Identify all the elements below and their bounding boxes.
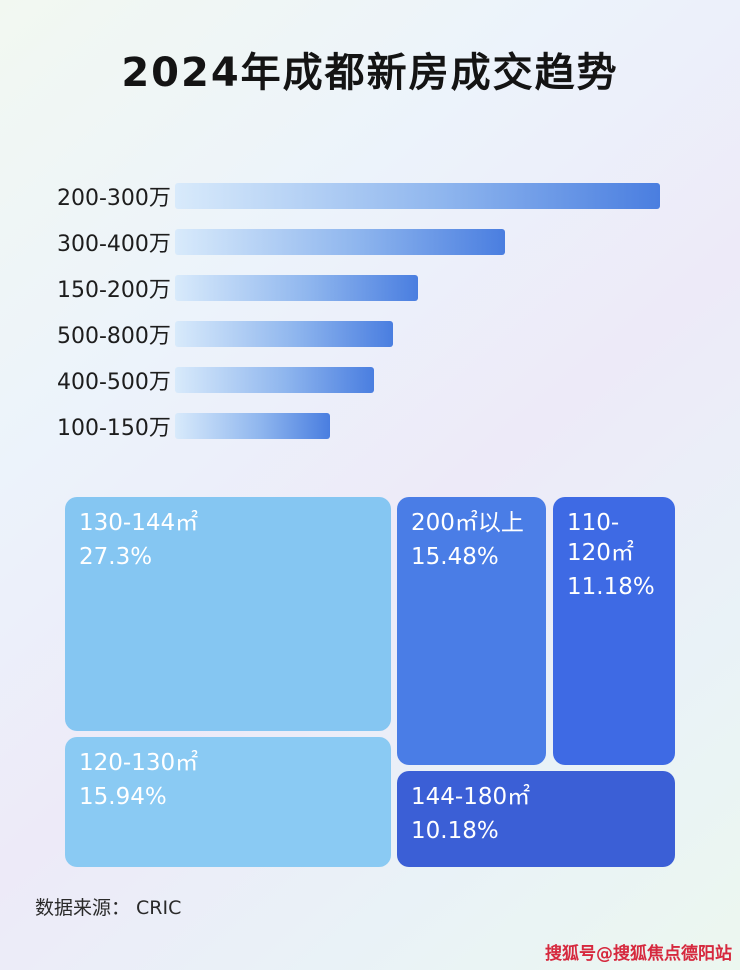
bar-fill (175, 183, 660, 209)
treemap-percent: 15.94% (79, 783, 167, 810)
bar-fill (175, 413, 331, 439)
bar-track (175, 275, 660, 301)
bar-fill (175, 321, 394, 347)
treemap-block-110-120: 110-120㎡ 11.18% (553, 497, 675, 765)
treemap-label: 130-144㎡ (79, 510, 199, 536)
bar-label: 100-150万 (57, 416, 171, 441)
bar-fill (175, 275, 418, 301)
bar-row-200-300: 200-300万 (57, 183, 660, 211)
page-title: 2024年成都新房成交趋势 (121, 50, 619, 96)
bar-label: 400-500万 (57, 370, 171, 395)
treemap-block-144-180: 144-180㎡ 10.18% (397, 771, 675, 867)
bar-track (175, 413, 660, 439)
bar-row-400-500: 400-500万 (57, 367, 660, 395)
treemap-label: 144-180㎡ (411, 784, 531, 810)
bar-fill (175, 367, 374, 393)
bar-track (175, 229, 660, 255)
watermark-text: 搜狐号@搜狐焦点德阳站 (545, 944, 732, 964)
treemap-label: 110-120㎡ (567, 510, 634, 566)
treemap-block-130-144: 130-144㎡ 27.3% (65, 497, 391, 731)
treemap-percent: 10.18% (411, 817, 499, 844)
bar-row-150-200: 150-200万 (57, 275, 660, 303)
bar-track (175, 183, 660, 209)
bar-track (175, 367, 660, 393)
bar-row-300-400: 300-400万 (57, 229, 660, 257)
bar-label: 150-200万 (57, 278, 171, 303)
treemap-percent: 11.18% (567, 573, 655, 600)
bar-track (175, 321, 660, 347)
treemap-percent: 15.48% (411, 543, 499, 570)
bar-label: 500-800万 (57, 324, 171, 349)
price-band-bar-chart: 200-300万 300-400万 150-200万 500-800万 400-… (57, 183, 660, 459)
treemap-label: 200㎡以上 (411, 510, 524, 536)
bar-fill (175, 229, 505, 255)
area-share-treemap: 130-144㎡ 27.3% 200㎡以上 15.48% 110-120㎡ 11… (65, 497, 675, 867)
treemap-block-200-plus: 200㎡以上 15.48% (397, 497, 546, 765)
bar-row-500-800: 500-800万 (57, 321, 660, 349)
bar-label: 300-400万 (57, 232, 171, 257)
treemap-block-120-130: 120-130㎡ 15.94% (65, 737, 391, 867)
data-source-note: 数据来源： CRIC (35, 897, 182, 919)
bar-row-100-150: 100-150万 (57, 413, 660, 441)
treemap-label: 120-130㎡ (79, 750, 199, 776)
treemap-percent: 27.3% (79, 543, 153, 570)
bar-label: 200-300万 (57, 186, 171, 211)
